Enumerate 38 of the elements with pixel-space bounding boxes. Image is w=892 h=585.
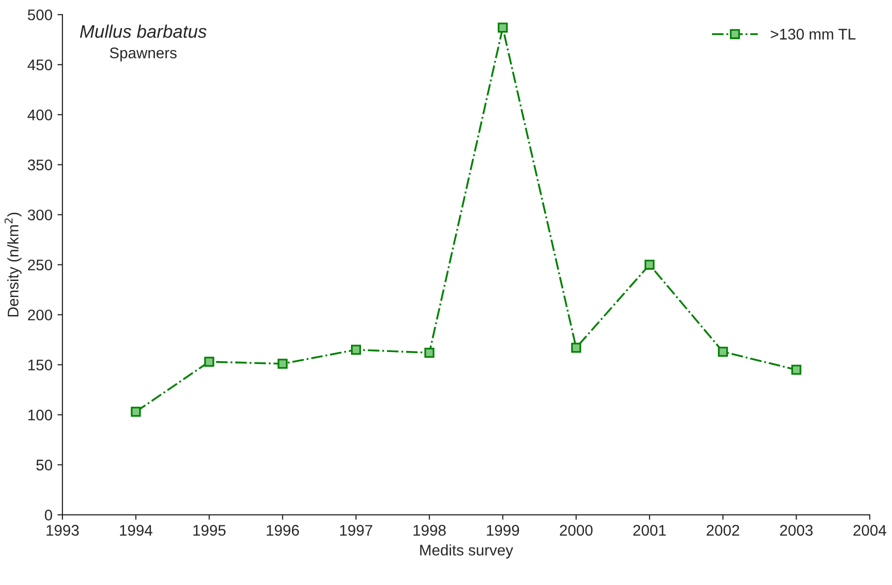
point — [350, 344, 361, 355]
x-tick-label: 1996 — [266, 524, 299, 536]
y-tick-label: 300 — [28, 210, 52, 220]
y-tick-label: 200 — [28, 310, 52, 320]
point — [498, 22, 508, 33]
x-tick-label: 1994 — [120, 524, 152, 536]
point — [718, 346, 728, 357]
y-tick-label: 50 — [36, 460, 52, 470]
point — [571, 342, 582, 353]
x-tick-label: 1995 — [193, 524, 226, 536]
y-tick-label: 350 — [28, 160, 52, 170]
y-tick-label: 400 — [28, 110, 52, 120]
x-tick-label: 2003 — [780, 524, 813, 536]
y-tick-label: 150 — [28, 360, 52, 370]
point — [204, 356, 214, 367]
y-tick-label: 500 — [28, 9, 52, 20]
y-tick-label: 100 — [28, 410, 52, 420]
point — [791, 364, 802, 375]
x-tick-label: 1993 — [46, 524, 79, 536]
x-tick-label: 2000 — [560, 524, 593, 536]
y-tick-label: 0 — [44, 510, 52, 520]
x-axis-title: Medits survey — [420, 544, 514, 559]
point — [278, 358, 288, 369]
x-tick-label: 2004 — [853, 524, 886, 536]
x-tick-label: 1997 — [340, 524, 372, 536]
y-tick-label: 450 — [28, 60, 52, 70]
point — [644, 260, 655, 270]
x-tick-label: 1998 — [414, 524, 446, 536]
point — [130, 406, 141, 417]
text: Spawners — [110, 48, 177, 62]
x-tick-label: 2001 — [633, 524, 666, 536]
x-tick-label: 2002 — [706, 524, 740, 536]
y-tick-label: 250 — [28, 260, 52, 270]
legend-label: >130 mm TL — [770, 28, 856, 40]
y-axis-title: Density (n/km$^{2}$) — [4, 212, 22, 316]
chart-title: Mullus barbatus — [80, 24, 207, 38]
point — [424, 348, 434, 358]
x-tick-label: 1999 — [486, 524, 520, 536]
